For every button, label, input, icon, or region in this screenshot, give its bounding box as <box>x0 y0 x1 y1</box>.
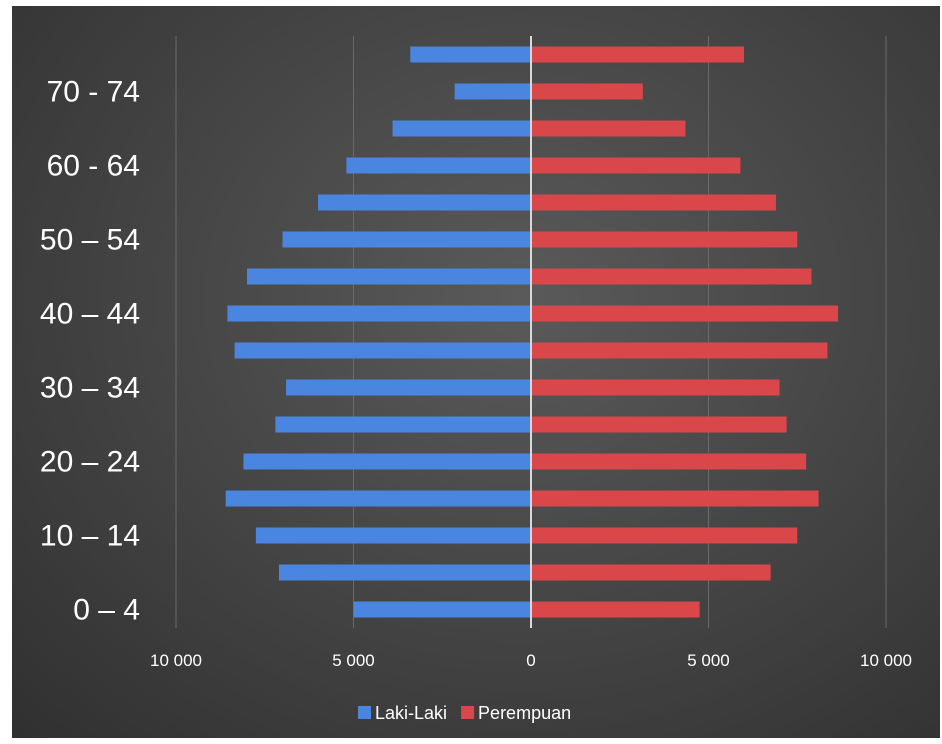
x-tick-label: 10 000 <box>860 651 912 670</box>
y-axis-labels: 0 – 4 10 – 14 20 – 24 30 – 34 40 – 44 50 – 54… <box>40 76 140 627</box>
bar-perempuan <box>531 601 700 618</box>
legend-label: Perempuan <box>478 703 571 723</box>
bar-perempuan <box>531 342 828 359</box>
bars <box>225 46 839 618</box>
y-tick-label: 10 – 14 <box>40 520 140 553</box>
y-tick-label: 0 – 4 <box>73 594 140 627</box>
bar-laki-laki <box>346 157 531 174</box>
bar-laki-laki <box>318 194 531 211</box>
bar-perempuan <box>531 305 839 322</box>
y-tick-label: 50 – 54 <box>40 224 140 257</box>
bar-laki-laki <box>454 83 531 100</box>
bar-laki-laki <box>286 379 531 396</box>
bar-perempuan <box>531 416 787 433</box>
bar-laki-laki <box>278 564 531 581</box>
legend-swatch <box>461 706 475 719</box>
bar-laki-laki <box>353 601 531 618</box>
bar-laki-laki <box>410 46 531 63</box>
legend: Laki-Laki Perempuan <box>358 703 571 723</box>
y-tick-label: 30 – 34 <box>40 372 140 405</box>
y-tick-label: 20 – 24 <box>40 446 140 479</box>
bar-perempuan <box>531 527 798 544</box>
bar-laki-laki <box>243 453 531 470</box>
bar-laki-laki <box>392 120 531 137</box>
x-tick-label: 5 000 <box>332 651 375 670</box>
y-tick-label: 60 - 64 <box>47 150 140 183</box>
legend-label: Laki-Laki <box>375 703 447 723</box>
bar-perempuan <box>531 194 776 211</box>
y-tick-label: 70 - 74 <box>47 76 140 109</box>
bar-perempuan <box>531 157 741 174</box>
bar-perempuan <box>531 564 771 581</box>
bar-laki-laki <box>225 490 531 507</box>
x-axis-labels: 10 000 5 000 0 5 000 10 000 <box>150 651 912 670</box>
bar-perempuan <box>531 379 780 396</box>
bar-laki-laki <box>282 231 531 248</box>
x-tick-label: 5 000 <box>687 651 730 670</box>
legend-swatch <box>358 706 371 719</box>
bar-laki-laki <box>227 305 531 322</box>
bar-laki-laki <box>275 416 531 433</box>
bar-perempuan <box>531 83 643 100</box>
bar-perempuan <box>531 46 744 63</box>
bar-laki-laki <box>247 268 531 285</box>
x-tick-label: 0 <box>526 651 535 670</box>
bar-laki-laki <box>255 527 531 544</box>
bar-perempuan <box>531 490 819 507</box>
bar-perempuan <box>531 453 807 470</box>
y-tick-label: 40 – 44 <box>40 298 140 331</box>
bar-laki-laki <box>234 342 531 359</box>
population-pyramid-chart: 0 – 4 10 – 14 20 – 24 30 – 34 40 – 44 50 – 54… <box>40 36 912 723</box>
bar-perempuan <box>531 120 686 137</box>
chart-area: 0 – 4 10 – 14 20 – 24 30 – 34 40 – 44 50 – 54… <box>12 6 940 738</box>
x-tick-label: 10 000 <box>150 651 202 670</box>
bar-perempuan <box>531 268 812 285</box>
bar-perempuan <box>531 231 798 248</box>
